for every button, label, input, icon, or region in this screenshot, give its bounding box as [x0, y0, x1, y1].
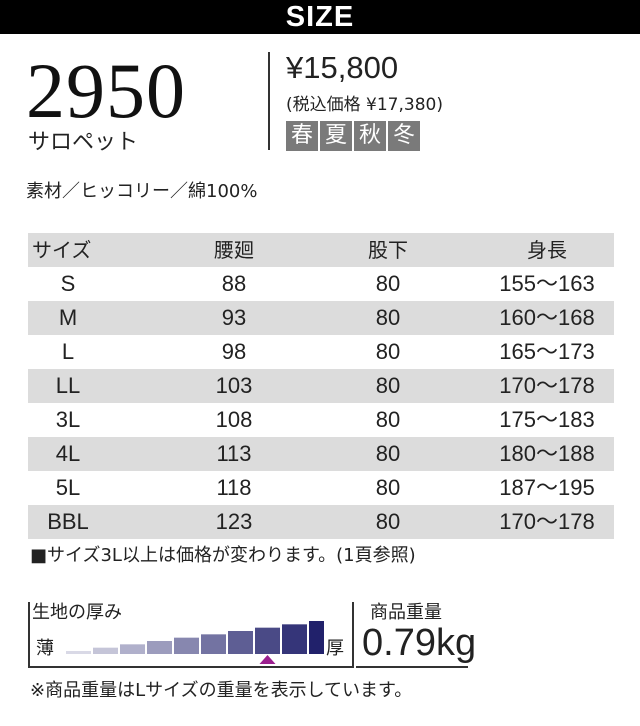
- model-number: 2950: [26, 47, 186, 134]
- cell-waist: 113: [216, 441, 252, 466]
- header-divider: [268, 52, 270, 150]
- header-inseam: 股下: [368, 238, 408, 262]
- header-height: 身長: [527, 238, 567, 262]
- cell-size: BBL: [47, 509, 89, 534]
- size-banner: SIZE: [0, 0, 640, 34]
- thickness-level-bar: [66, 651, 91, 654]
- weight-value: 0.79kg: [362, 622, 477, 664]
- cell-height: 170〜178: [499, 509, 595, 534]
- weight-divider: [352, 602, 354, 668]
- cell-height: 160〜168: [499, 305, 595, 330]
- table-row: 5L 118 80 187〜195: [28, 471, 614, 505]
- cell-waist: 103: [215, 373, 253, 398]
- cell-inseam: 80: [375, 305, 401, 330]
- season-badge-autumn: 秋: [354, 121, 386, 151]
- cell-height: 155〜163: [499, 271, 595, 296]
- thickness-level-bar: [174, 637, 199, 654]
- cell-inseam: 80: [375, 271, 401, 296]
- cell-size: S: [60, 271, 76, 296]
- cell-waist: 123: [215, 509, 253, 534]
- cell-waist: 98: [221, 339, 247, 364]
- price: ¥15,800: [286, 50, 399, 85]
- thickness-level-bar: [93, 647, 118, 654]
- cell-waist: 118: [216, 475, 252, 500]
- cell-size: L: [61, 339, 75, 364]
- cell-height: 170〜178: [499, 373, 595, 398]
- cell-inseam: 80: [375, 407, 401, 432]
- thickness-level-bar: [255, 627, 280, 654]
- cell-waist: 93: [221, 305, 247, 330]
- cell-height: 165〜173: [499, 339, 595, 364]
- thickness-gauge: [66, 621, 324, 664]
- thickness-label: 生地の厚み: [32, 602, 122, 623]
- cell-inseam: 80: [375, 509, 401, 534]
- table-row: BBL 123 80 170〜178: [28, 505, 614, 539]
- thickness-marker: [259, 655, 276, 664]
- weight-label: 商品重量: [370, 602, 442, 623]
- table-row: LL 103 80 170〜178: [28, 369, 614, 403]
- table-header-row: サイズ 腰廻 股下 身長: [28, 233, 614, 267]
- table-row: 4L 113 80 180〜188: [28, 437, 614, 471]
- price-note: ■サイズ3L以上は価格が変わります。(1頁参照): [30, 545, 416, 566]
- product-name: サロペット: [28, 130, 139, 155]
- thickness-level-bar: [282, 624, 307, 654]
- size-table: サイズ 腰廻 股下 身長 S 88 80 155〜163 M 93 80 160…: [28, 233, 614, 539]
- cell-inseam: 80: [375, 441, 401, 466]
- cell-inseam: 80: [375, 339, 401, 364]
- cell-waist: 108: [215, 407, 253, 432]
- table-row: L 98 80 165〜173: [28, 335, 614, 369]
- weight-underline: [356, 666, 468, 668]
- season-badges: 春 夏 秋 冬: [286, 121, 420, 151]
- cell-size: 5L: [55, 475, 81, 500]
- thickness-level-bar: [228, 631, 253, 654]
- cell-height: 187〜195: [499, 475, 595, 500]
- season-badge-spring: 春: [286, 121, 318, 151]
- cell-size: 4L: [55, 441, 81, 466]
- thickness-level-bar: [120, 644, 145, 654]
- season-badge-summer: 夏: [320, 121, 352, 151]
- cell-inseam: 80: [375, 475, 401, 500]
- tax-included-price: (税込価格 ¥17,380): [286, 95, 443, 115]
- weight-note: ※商品重量はLサイズの重量を表示しています。: [30, 680, 413, 701]
- table-row: 3L 108 80 175〜183: [28, 403, 614, 437]
- material-info: 素材／ヒッコリー／綿100%: [26, 181, 258, 202]
- thickness-level-bar: [147, 641, 172, 654]
- thickness-frame-bottom: [28, 666, 354, 668]
- thin-label: 薄: [36, 638, 54, 659]
- cell-size: 3L: [55, 407, 81, 432]
- thick-label: 厚: [326, 638, 344, 659]
- header-size: サイズ: [32, 238, 92, 262]
- thickness-frame-left: [28, 602, 30, 668]
- thickness-level-bar: [201, 634, 226, 654]
- thickness-level-bar: [309, 621, 324, 654]
- cell-height: 180〜188: [499, 441, 595, 466]
- cell-inseam: 80: [375, 373, 401, 398]
- cell-size: M: [58, 305, 78, 330]
- cell-waist: 88: [221, 271, 247, 296]
- table-row: M 93 80 160〜168: [28, 301, 614, 335]
- cell-height: 175〜183: [499, 407, 595, 432]
- header-waist: 腰廻: [214, 238, 254, 262]
- cell-size: LL: [55, 373, 81, 398]
- season-badge-winter: 冬: [388, 121, 420, 151]
- table-row: S 88 80 155〜163: [28, 267, 614, 301]
